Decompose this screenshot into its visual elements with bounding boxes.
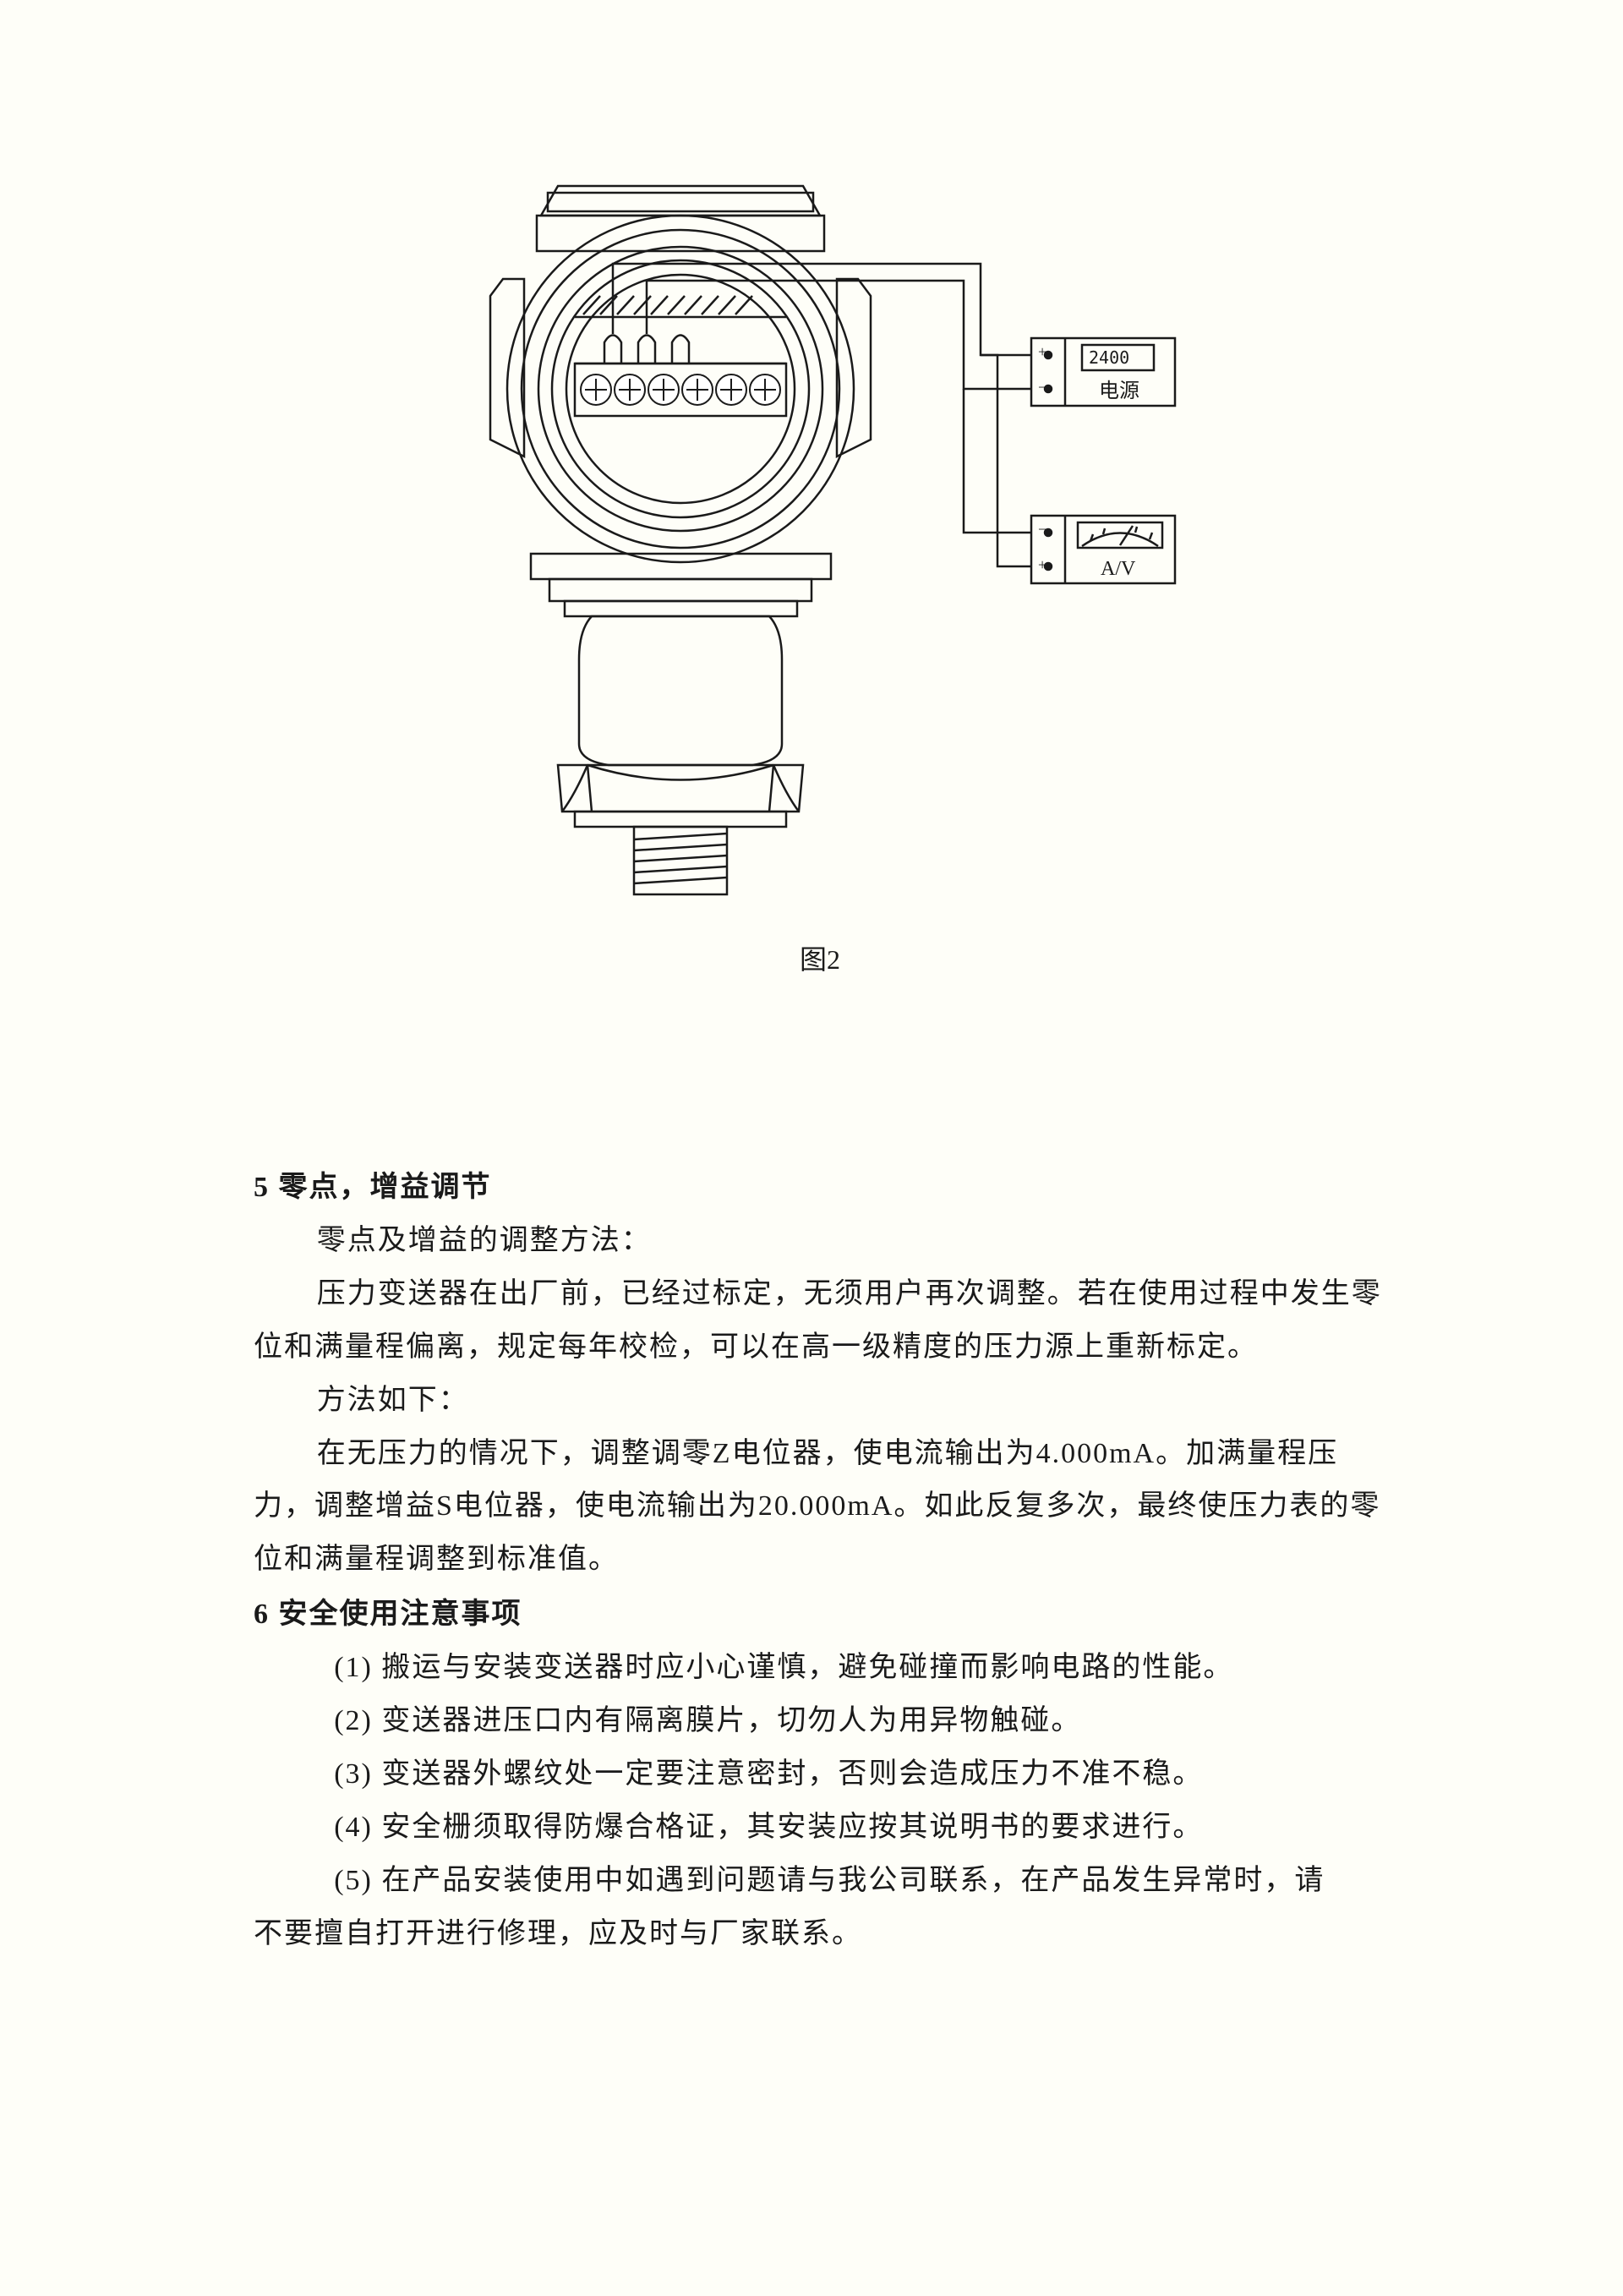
terminal-screw: [750, 374, 780, 405]
section-5-heading: 5 零点，增益调节: [254, 1163, 1386, 1205]
terminal-screw: [716, 374, 746, 405]
section-6-heading: 6 安全使用注意事项: [254, 1590, 1386, 1632]
section-5-p2: 压力变送器在出厂前，已经过标定，无须用户再次调整。若在使用过程中发生零位和满量程…: [254, 1268, 1386, 1375]
power-label: 电源: [1099, 380, 1139, 402]
section-5-p3: 方法如下：: [254, 1375, 1386, 1428]
section-5-p1: 零点及增益的调整方法：: [254, 1215, 1386, 1268]
terminal-screw: [648, 374, 679, 405]
svg-text:−: −: [1038, 521, 1046, 538]
section-6-item-3: (3) 变送器外螺纹处一定要注意密封，否则会造成压力不准不稳。: [254, 1748, 1386, 1801]
section-5-p4: 在无压力的情况下，调整调零Z电位器，使电流输出为4.000mA。加满量程压力，调…: [254, 1428, 1386, 1588]
power-supply: + − 2400 电源: [1031, 338, 1175, 406]
figure-caption: 图2: [254, 938, 1386, 977]
wiring-diagram-container: + − 2400 电源 − + A/V: [254, 169, 1386, 913]
terminal-screw: [581, 374, 611, 405]
section-6-item-1: (1) 搬运与安装变送器时应小心谨慎，避免碰撞而影响电路的性能。: [254, 1642, 1386, 1695]
meter: − + A/V: [1031, 516, 1175, 583]
section-6-item-5a: (5) 在产品安装使用中如遇到问题请与我公司联系，在产品发生异常时，请: [254, 1855, 1386, 1908]
terminal-screw: [615, 374, 645, 405]
svg-text:−: −: [1038, 379, 1046, 396]
section-6-item-2: (2) 变送器进压口内有隔离膜片，切勿人为用异物触碰。: [254, 1695, 1386, 1748]
meter-label: A/V: [1101, 558, 1136, 580]
wiring-diagram: + − 2400 电源 − + A/V: [440, 169, 1200, 913]
svg-text:+: +: [1038, 556, 1046, 573]
svg-text:+: +: [1038, 343, 1046, 360]
section-6-item-4: (4) 安全栅须取得防爆合格证，其安装应按其说明书的要求进行。: [254, 1801, 1386, 1855]
section-6-item-5b: 不要擅自打开进行修理，应及时与厂家联系。: [254, 1908, 1386, 1961]
power-display: 2400: [1089, 347, 1129, 368]
terminal-screw: [682, 374, 713, 405]
